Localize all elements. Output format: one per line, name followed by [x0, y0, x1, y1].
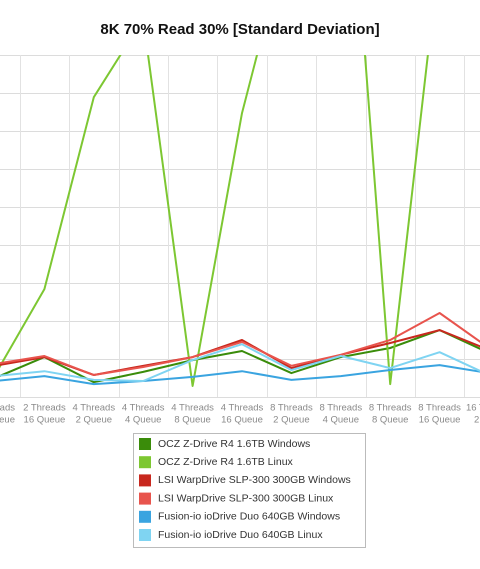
- x-tick-label: 2 Queue: [76, 415, 112, 426]
- x-tick-label: 16 Queue: [221, 415, 263, 426]
- x-tick-label: 8 Threads: [270, 403, 313, 414]
- series-line: [0, 343, 480, 382]
- legend-swatch: [139, 456, 151, 469]
- x-tick-label: 8 Threads: [418, 403, 461, 414]
- x-tick-label: 8 Threads: [369, 403, 412, 414]
- legend-swatch: [139, 438, 151, 450]
- legend-label: LSI WarpDrive SLP-300 300GB Linux: [158, 492, 334, 504]
- legend-label: OCZ Z-Drive R4 1.6TB Windows: [158, 438, 310, 450]
- legend-swatch: [139, 492, 151, 505]
- x-tick-label: 4 Threads: [72, 403, 115, 414]
- legend-label: Fusion-io ioDrive Duo 640GB Windows: [158, 511, 340, 523]
- series-line: [0, 364, 480, 386]
- x-tick-label: ueue: [0, 415, 15, 426]
- legend-swatch: [139, 510, 151, 523]
- x-tick-label: Threads: [0, 403, 15, 414]
- legend-box: [133, 433, 366, 548]
- legend-swatch: [139, 474, 151, 487]
- x-tick-label: 16 T: [466, 403, 480, 414]
- legend-swatch: [139, 529, 151, 541]
- chart-title: 8K 70% Read 30% [Standard Deviation]: [100, 21, 379, 38]
- x-tick-label: 4 Queue: [125, 415, 161, 426]
- plot-lines: [0, 55, 480, 387]
- legend-label: OCZ Z-Drive R4 1.6TB Linux: [158, 456, 294, 468]
- x-tick-label: 8 Threads: [319, 403, 362, 414]
- x-tick-label: 2: [474, 415, 479, 426]
- series-line: [0, 55, 429, 387]
- x-tick-label: 2 Queue: [273, 415, 309, 426]
- legend-label: LSI WarpDrive SLP-300 300GB Windows: [158, 474, 351, 486]
- legend: OCZ Z-Drive R4 1.6TB Windows OCZ Z-Drive …: [139, 438, 351, 541]
- x-tick-label: 16 Queue: [24, 415, 66, 426]
- legend-label: Fusion-io ioDrive Duo 640GB Linux: [158, 529, 323, 541]
- x-tick-label: 8 Queue: [174, 415, 210, 426]
- x-tick-label: 4 Threads: [221, 403, 264, 414]
- x-tick-label: 2 Threads: [23, 403, 66, 414]
- x-tick-label: 16 Queue: [419, 415, 461, 426]
- x-tick-label: 4 Threads: [122, 403, 165, 414]
- x-tick-label: 4 Threads: [171, 403, 214, 414]
- series-line: [0, 329, 480, 384]
- x-tick-label: 4 Queue: [323, 415, 359, 426]
- x-tick-label: 8 Queue: [372, 415, 408, 426]
- series-line: [0, 312, 480, 376]
